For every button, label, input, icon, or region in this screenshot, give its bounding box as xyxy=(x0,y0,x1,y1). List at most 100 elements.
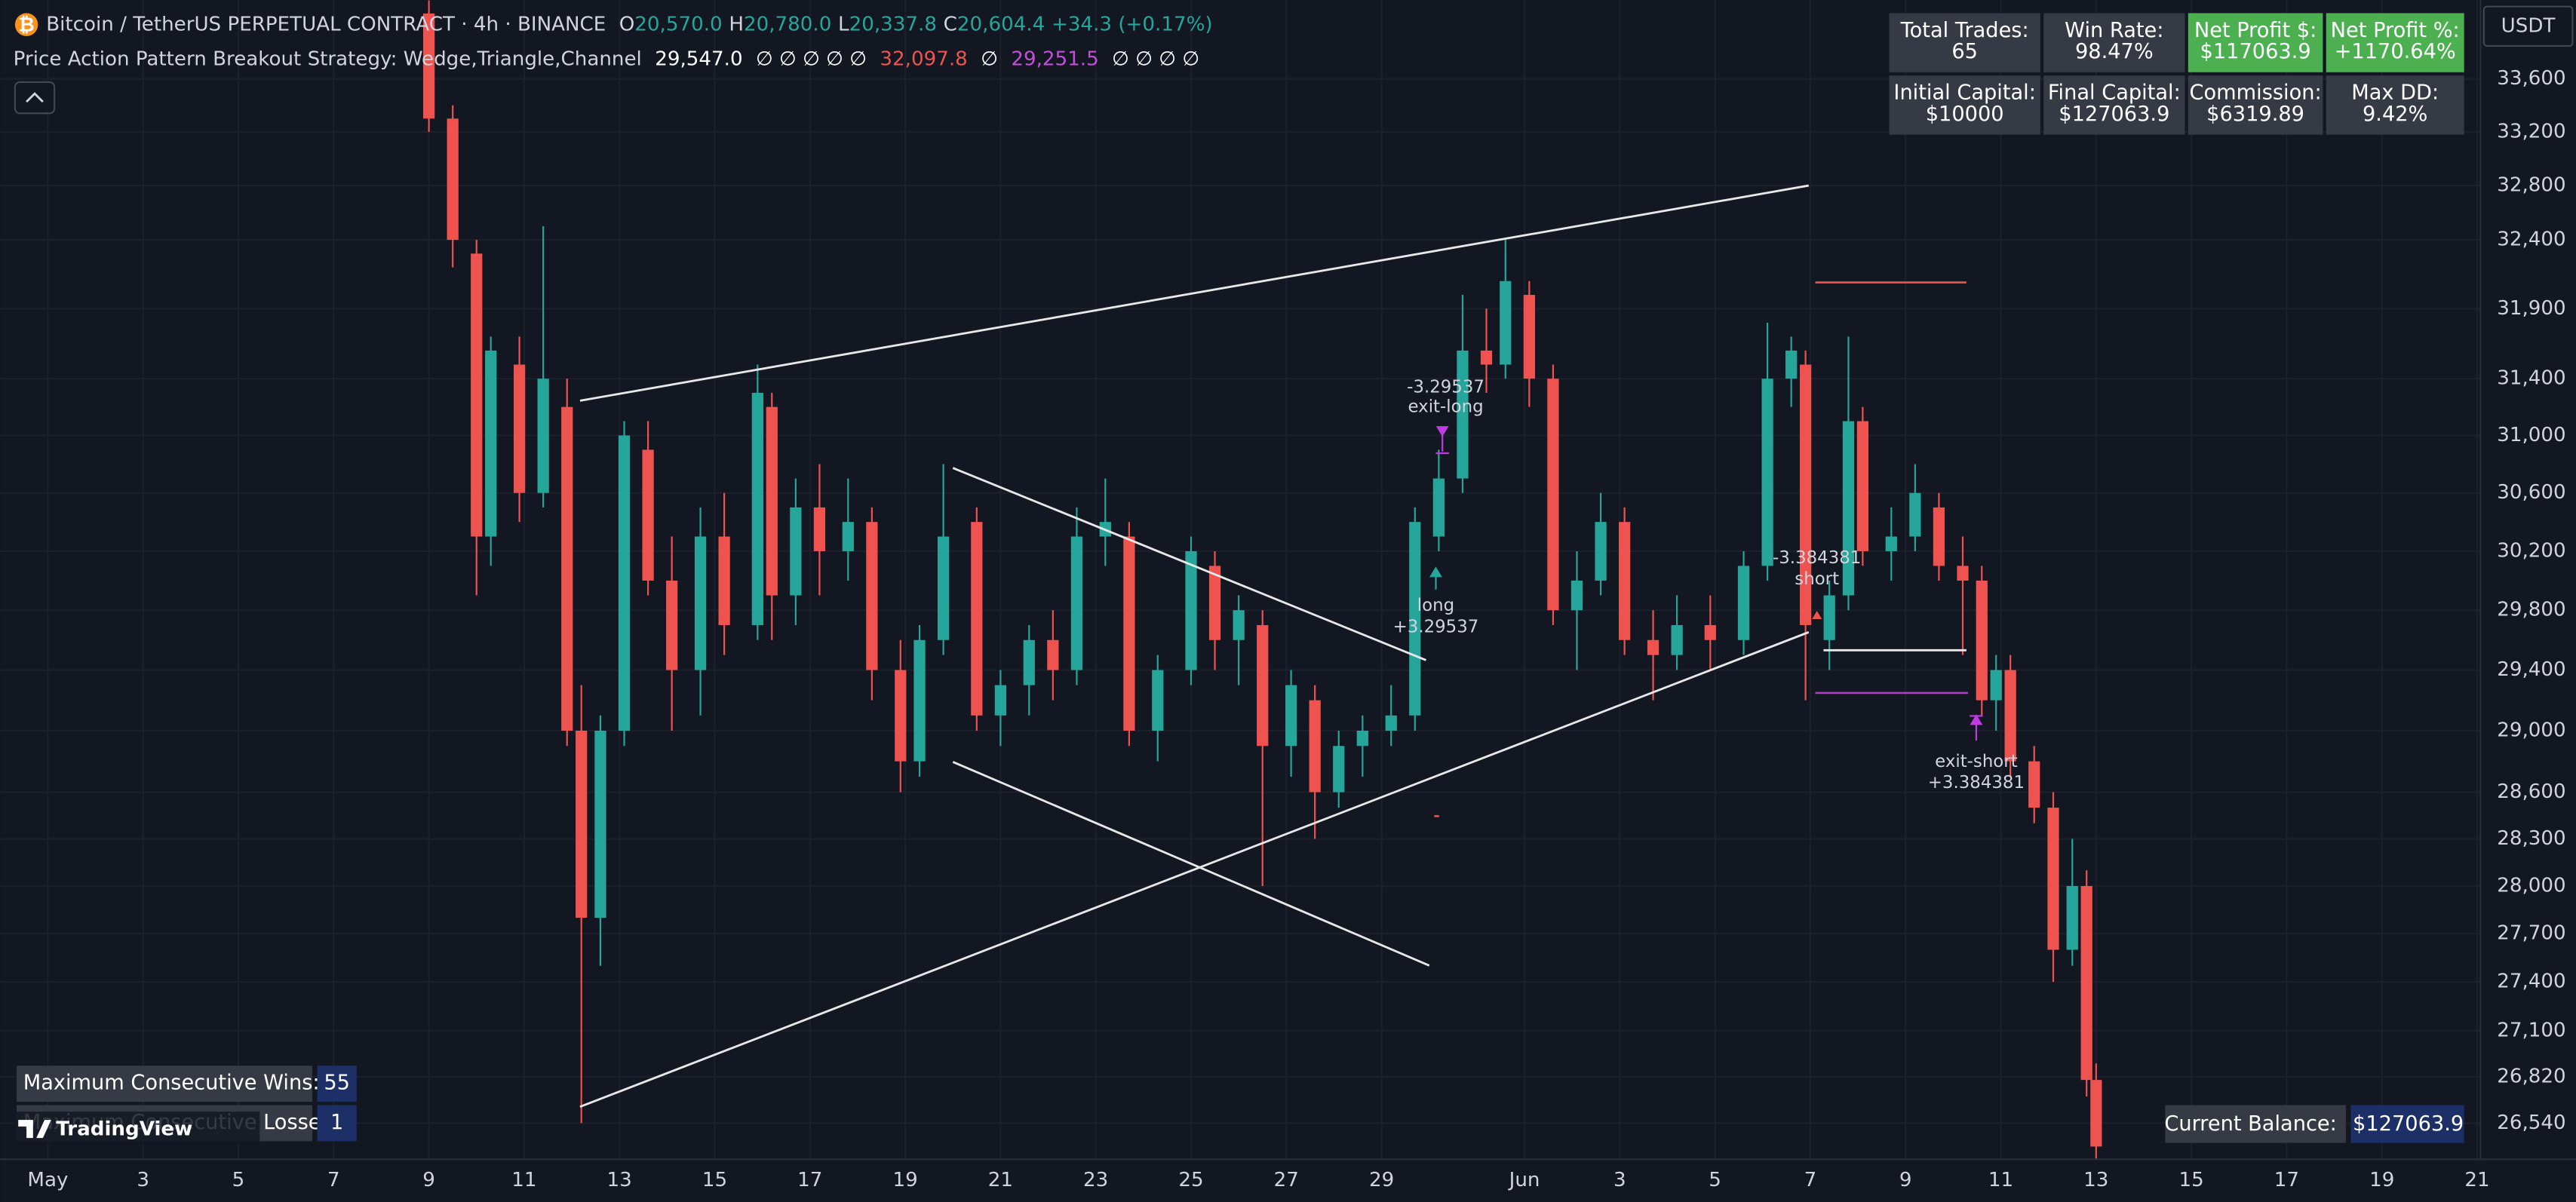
x-tick-label: 9 xyxy=(1899,1169,1912,1191)
candle-body xyxy=(751,392,763,625)
price-axis xyxy=(2480,0,2576,1202)
indicator-value: ∅ ∅ ∅ ∅ ∅ xyxy=(756,48,867,70)
x-tick-label: 21 xyxy=(988,1169,1013,1191)
ohlc-value: 20,604.4 xyxy=(957,13,1045,35)
trend-line xyxy=(952,467,1426,661)
stats-value: 98.47% xyxy=(2075,40,2154,63)
stats-cell xyxy=(1889,75,2040,135)
x-tick-label: 23 xyxy=(1083,1169,1108,1191)
candle-body xyxy=(842,522,854,551)
candle-body xyxy=(1647,639,1660,655)
annotation: exit-short xyxy=(1935,752,2018,771)
candle-body xyxy=(485,350,497,537)
stats-label: Initial Capital: xyxy=(1893,81,2035,105)
candle-body xyxy=(1152,670,1164,731)
x-tick-label: 21 xyxy=(2464,1169,2489,1191)
header-line: Bitcoin / TetherUS PERPETUAL CONTRACT · … xyxy=(46,13,1212,35)
long-arrow xyxy=(1429,566,1442,590)
y-tick-label: 27,700 xyxy=(2497,922,2565,945)
candle-body xyxy=(1619,522,1631,640)
candle-body xyxy=(513,364,526,493)
ohlc-label: C xyxy=(944,13,957,35)
y-tick-label: 28,300 xyxy=(2497,827,2565,850)
y-tick-label: 33,600 xyxy=(2497,67,2565,90)
candle-body xyxy=(1933,507,1945,566)
balance-value: $127063.9 xyxy=(2353,1112,2464,1136)
candle-body xyxy=(1023,639,1035,685)
y-tick-label: 33,200 xyxy=(2497,120,2565,143)
candle-body xyxy=(537,379,549,493)
candle-body xyxy=(1823,595,1835,640)
ohlc-label: H xyxy=(729,13,744,35)
candle-body xyxy=(2090,1080,2102,1147)
stats-value: $6319.89 xyxy=(2206,103,2304,126)
annotation: +3.384381 xyxy=(1928,773,2025,793)
grid xyxy=(0,0,2480,1159)
candle-body xyxy=(561,406,573,731)
streak-value: 1 xyxy=(330,1111,343,1134)
stats-label: Total Trades: xyxy=(1900,19,2029,42)
balance-label-cell xyxy=(2165,1105,2346,1143)
candle-body xyxy=(2028,761,2040,808)
stats-cell xyxy=(2188,13,2323,72)
streak-label: Maximum Consecutive Wins: xyxy=(23,1072,320,1095)
stats-label: Net Profit $: xyxy=(2194,19,2317,42)
y-tick-label: 26,540 xyxy=(2497,1112,2565,1134)
stats-cell xyxy=(2043,75,2185,135)
ohlc-value: 20,570.0 xyxy=(634,13,722,35)
stats-cell xyxy=(1889,13,2040,72)
x-tick-label: 15 xyxy=(702,1169,727,1191)
currency-badge[interactable] xyxy=(2482,5,2574,48)
stats-value: 65 xyxy=(1951,40,1978,63)
annotation: exit-long xyxy=(1408,397,1484,417)
x-tick-label: 3 xyxy=(137,1169,149,1191)
y-tick-label: 30,600 xyxy=(2497,481,2565,504)
balance-label: Current Balance: xyxy=(2164,1112,2336,1136)
indicator-line: Price Action Pattern Breakout Strategy: … xyxy=(14,48,1199,70)
stats-cell xyxy=(2188,75,2323,135)
candle-body xyxy=(766,406,778,596)
indicator-name: Price Action Pattern Breakout Strategy: … xyxy=(14,48,642,70)
stats-table: Total Trades:65 Win Rate:98.47% Net Profit… xyxy=(1889,13,2464,135)
x-tick-label: 15 xyxy=(2178,1169,2203,1191)
candle-body xyxy=(594,730,606,918)
collapse-icon[interactable] xyxy=(26,92,44,103)
stats-label: Final Capital: xyxy=(2048,81,2181,105)
annotation: long xyxy=(1417,596,1454,615)
exit-long-arrow xyxy=(1435,426,1449,455)
candle-body xyxy=(2047,808,2059,950)
time-axis xyxy=(0,1159,2576,1202)
candle-body xyxy=(447,118,459,241)
candle-body xyxy=(913,639,926,762)
candle-body xyxy=(1799,364,1812,625)
stats-label: Commission: xyxy=(2190,81,2322,105)
collapse-button[interactable] xyxy=(14,81,56,115)
candle-body xyxy=(1356,730,1368,747)
candle-body xyxy=(576,730,588,918)
stats-cell xyxy=(2326,75,2464,135)
candle-body xyxy=(1070,536,1083,670)
candle-body xyxy=(1385,715,1397,731)
x-tick-label: 11 xyxy=(511,1169,536,1191)
y-tick-label: 31,900 xyxy=(2497,297,2565,320)
candle-body xyxy=(1309,700,1321,793)
candle-body xyxy=(422,13,435,119)
stats-value: $10000 xyxy=(1926,103,2004,126)
stats-cell xyxy=(2326,13,2464,72)
currency[interactable]: USDT xyxy=(2501,14,2556,37)
candle-body xyxy=(1990,670,2002,701)
candle-body xyxy=(937,536,950,640)
indicator-value: 32,097.8 xyxy=(880,48,967,70)
x-tick-label: 9 xyxy=(422,1169,435,1191)
x-tick-label: 25 xyxy=(1178,1169,1203,1191)
x-tick-label: 11 xyxy=(1988,1169,2013,1191)
ohlc-label: O xyxy=(619,13,635,35)
candle-body xyxy=(618,435,631,731)
candle-body xyxy=(895,670,907,762)
candle-body xyxy=(1785,350,1798,379)
candle-body xyxy=(1457,350,1469,479)
x-tick-label: 17 xyxy=(2274,1169,2299,1191)
ohlc-value: 20,337.8 xyxy=(849,13,937,35)
candle-body xyxy=(1480,350,1493,365)
